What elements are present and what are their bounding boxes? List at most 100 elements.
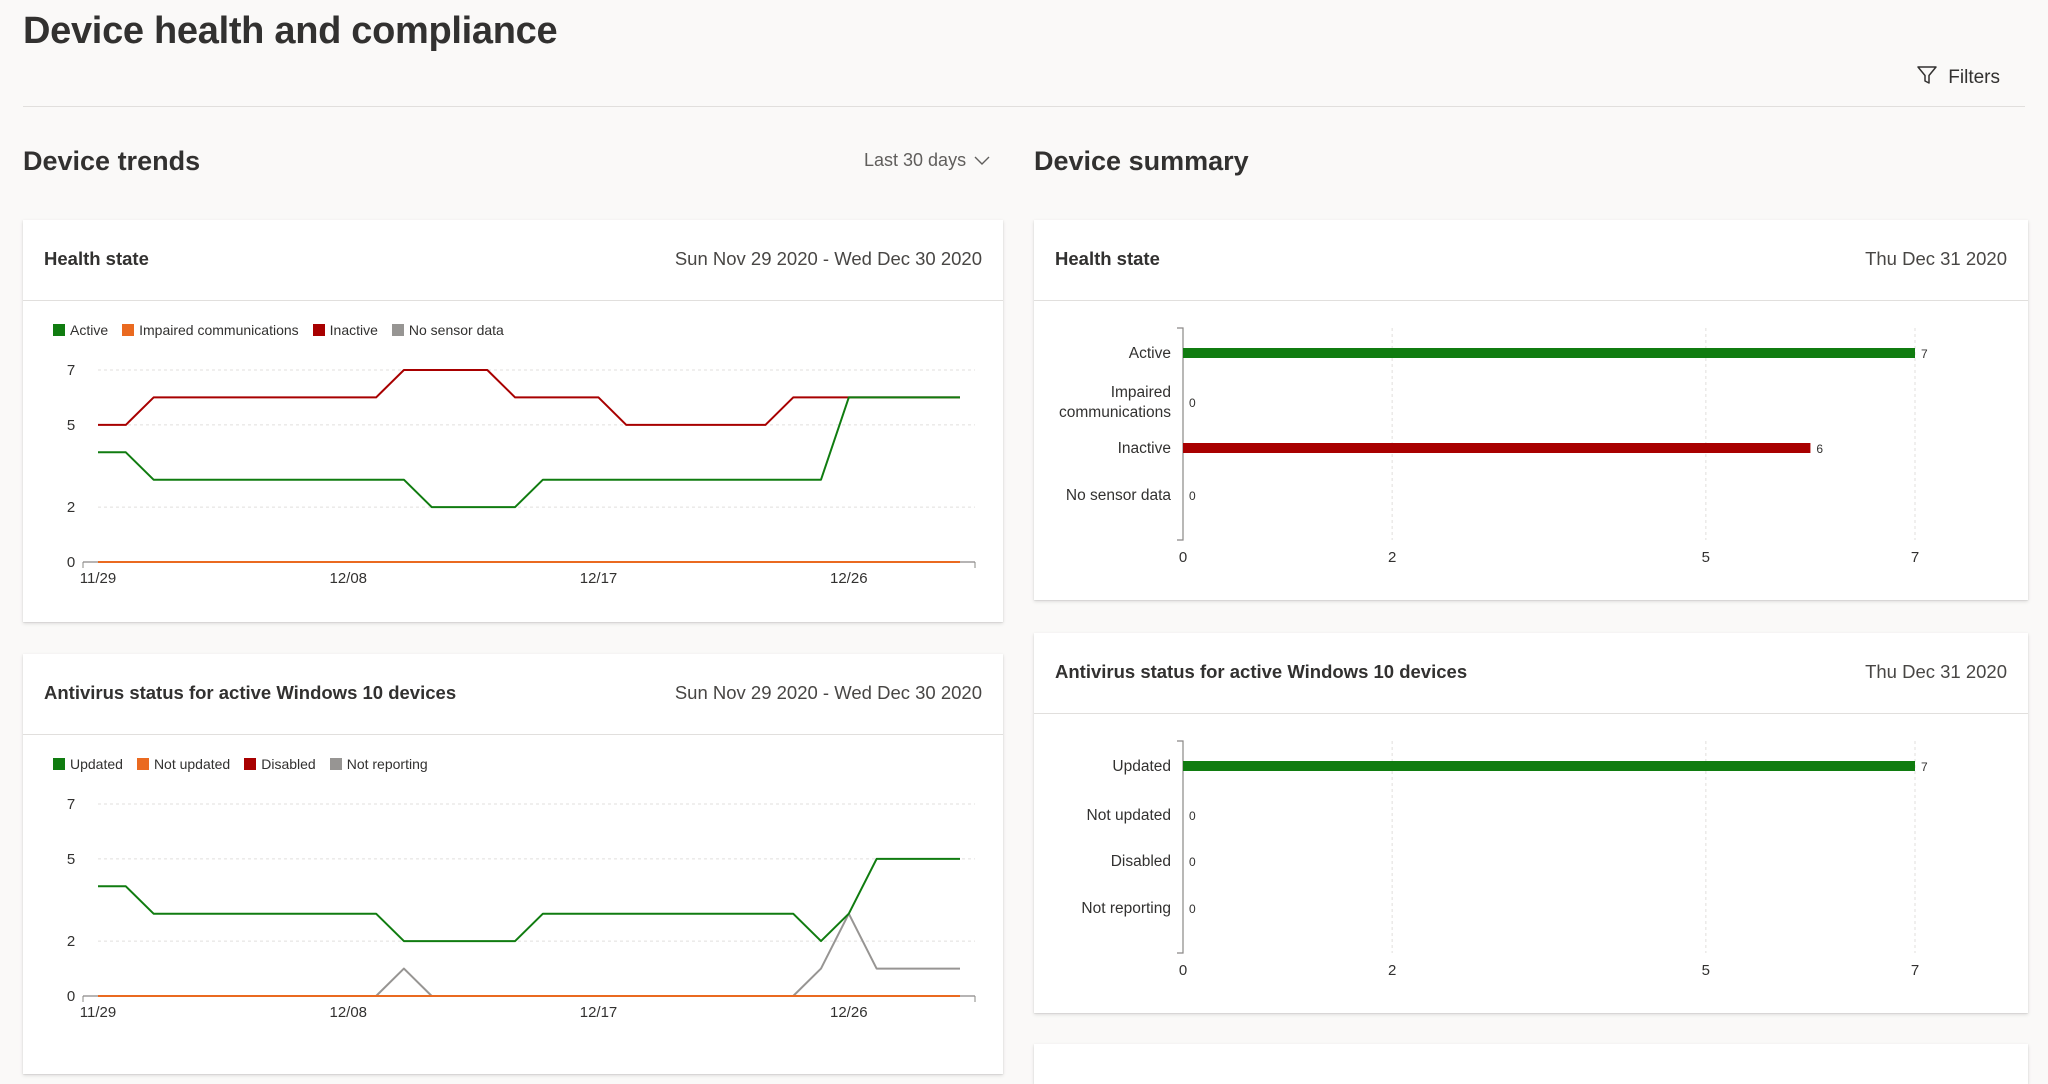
card-date-range: Sun Nov 29 2020 - Wed Dec 30 2020 [674, 248, 982, 269]
health-state-trend-chart: 0 2 5 7 11/29 12/08 12/17 12/26 [67, 362, 976, 587]
summary-card-health-state: Health state Thu Dec 31 2020 0 2 5 7 Active 7… [1034, 220, 2028, 600]
bar-value-label: 0 [1189, 809, 1196, 823]
bar-value-label: 0 [1189, 396, 1196, 410]
category-label: communications [1059, 404, 1171, 421]
legend-swatch [122, 324, 135, 336]
legend-label: Active [70, 322, 109, 338]
health-state-summary-chart: 0 2 5 7 Active 7 Impaired communications 0 Inacti… [1059, 327, 1928, 566]
category-label: Disabled [1111, 853, 1171, 870]
category-label: Impaired [1111, 384, 1171, 401]
x-tick-label: 5 [1702, 962, 1710, 979]
antivirus-summary-chart: 0 2 5 7 Updated 7 Not updated 0 Disabled 0 Not rep… [1081, 740, 1928, 979]
x-tick-label: 7 [1911, 549, 1919, 566]
card-header: Health state Sun Nov 29 2020 - Wed Dec 3… [23, 220, 1003, 301]
legend-item[interactable]: Active [53, 322, 108, 338]
legend-label: No sensor data [408, 322, 504, 338]
filters-label: Filters [1948, 67, 2000, 88]
chart-legend: Active Impaired communications Inactive … [53, 322, 504, 338]
antivirus-trend-chart: 0 2 5 7 11/29 12/08 12/17 12/26 [67, 796, 976, 1021]
category-label: Not reporting [1081, 900, 1171, 917]
card-header: Antivirus status for active Windows 10 d… [23, 654, 1003, 735]
legend-swatch [391, 324, 404, 336]
trend-card-antivirus-status: Antivirus status for active Windows 10 d… [23, 654, 1003, 1074]
legend-label: Not reporting [346, 756, 428, 772]
bar [1183, 761, 1915, 771]
x-tick-label: 7 [1911, 962, 1919, 979]
chart-legend: Updated Not updated Disabled Not reporti… [53, 756, 428, 772]
device-summary-title: Device summary [1034, 146, 1249, 176]
category-label: No sensor data [1066, 487, 1171, 504]
bar-value-label: 7 [1921, 347, 1928, 361]
legend-label: Updated [70, 756, 123, 772]
bar-value-label: 0 [1189, 902, 1196, 916]
date-range-dropdown[interactable]: Last 30 days [864, 150, 990, 171]
y-tick-label: 5 [67, 851, 75, 868]
legend-label: Disabled [261, 756, 316, 772]
date-range-label: Last 30 days [864, 150, 967, 170]
legend-item[interactable]: Not reporting [329, 756, 428, 772]
card-title: Health state [1055, 248, 1160, 269]
summary-card-antivirus-status: Antivirus status for active Windows 10 d… [1034, 633, 2028, 1013]
legend-item[interactable]: Not updated [136, 756, 231, 772]
legend-label: Impaired communications [139, 322, 299, 338]
card-date: Thu Dec 31 2020 [1865, 661, 2007, 682]
y-axis [1177, 740, 1184, 954]
category-label: Active [1129, 345, 1171, 362]
x-tick-label: 0 [1179, 962, 1187, 979]
legend-swatch [53, 758, 65, 770]
card-title: Antivirus status for active Windows 10 d… [1055, 661, 1468, 682]
bar-value-label: 0 [1189, 855, 1196, 869]
card-header: Health state Thu Dec 31 2020 [1034, 220, 2028, 301]
legend-item[interactable]: Impaired communications [122, 322, 299, 338]
y-tick-label: 0 [67, 554, 75, 571]
legend-item[interactable]: No sensor data [391, 322, 504, 338]
series-line [98, 369, 960, 426]
legend-item[interactable]: Updated [53, 756, 123, 772]
y-tick-label: 7 [67, 362, 75, 379]
x-tick-label: 12/08 [329, 1004, 367, 1021]
x-tick-label: 12/08 [329, 570, 367, 587]
page-title: Device health and compliance [23, 10, 558, 52]
legend-item[interactable]: Disabled [244, 756, 316, 772]
filter-icon [1916, 64, 1938, 92]
x-tick-label: 12/26 [830, 1004, 868, 1021]
legend-swatch [136, 758, 149, 770]
legend-swatch [53, 324, 65, 336]
category-label: Inactive [1118, 440, 1171, 457]
card-title: Antivirus status for active Windows 10 d… [44, 682, 457, 703]
y-axis [1177, 327, 1184, 541]
card-date: Thu Dec 31 2020 [1865, 248, 2007, 269]
filters-button[interactable]: Filters [1916, 64, 2000, 92]
x-tick-label: 11/29 [80, 1004, 116, 1021]
series-line [98, 396, 960, 509]
legend-label: Not updated [153, 756, 231, 772]
y-tick-label: 2 [67, 933, 75, 950]
chevron-down-icon [974, 150, 990, 171]
card-header: Antivirus status for active Windows 10 d… [1034, 633, 2028, 714]
x-tick-label: 0 [1179, 549, 1187, 566]
bar [1183, 443, 1811, 453]
y-tick-label: 7 [67, 796, 75, 813]
x-tick-label: 11/29 [80, 570, 116, 587]
header-divider [23, 106, 2025, 107]
bar-value-label: 0 [1189, 489, 1196, 503]
x-tick-label: 2 [1388, 549, 1396, 566]
category-label: Updated [1112, 758, 1171, 775]
bar-value-label: 7 [1921, 760, 1928, 774]
y-tick-label: 2 [67, 499, 75, 516]
x-tick-label: 12/17 [580, 570, 618, 587]
bar-value-label: 6 [1816, 442, 1823, 456]
trend-card-health-state: Health state Sun Nov 29 2020 - Wed Dec 3… [23, 220, 1003, 622]
x-tick-label: 2 [1388, 962, 1396, 979]
legend-label: Inactive [329, 322, 378, 338]
legend-item[interactable]: Inactive [312, 322, 378, 338]
bar [1183, 348, 1915, 358]
device-trends-title: Device trends [23, 146, 201, 176]
y-tick-label: 0 [67, 988, 75, 1005]
x-tick-label: 12/17 [580, 1004, 618, 1021]
category-label: Not updated [1087, 807, 1171, 824]
legend-swatch [329, 758, 342, 770]
x-tick-label: 12/26 [830, 570, 868, 587]
legend-swatch [244, 758, 257, 770]
series-line [98, 857, 960, 943]
